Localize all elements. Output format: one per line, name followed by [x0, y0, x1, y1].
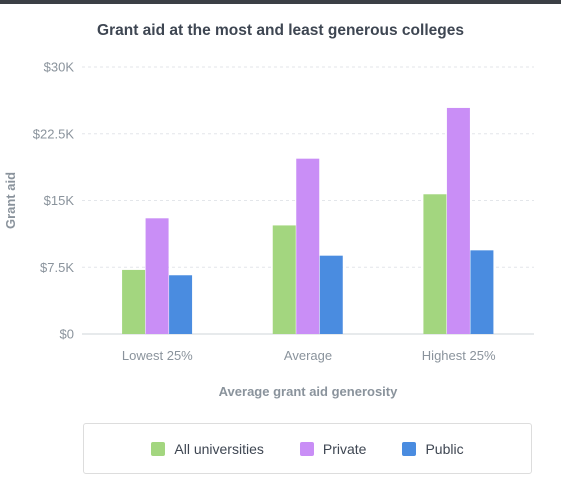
top-bar: [0, 0, 561, 4]
x-axis-title: Average grant aid generosity: [219, 384, 398, 399]
chart-legend: All universities Private Public: [83, 423, 532, 474]
legend-label: Private: [322, 440, 367, 457]
legend-label: Public: [425, 440, 464, 457]
legend-swatch: [402, 441, 417, 456]
legend-label: All universities: [174, 440, 264, 457]
legend-swatch: [299, 441, 314, 456]
y-tick-label: $22.5K: [33, 126, 75, 141]
y-tick-label: $15K: [44, 193, 75, 208]
bar-2-0: [423, 194, 447, 334]
legend-item[interactable]: Public: [402, 440, 464, 457]
x-tick-label: Lowest 25%: [122, 348, 193, 363]
y-tick-label: $7.5K: [40, 260, 74, 275]
y-tick-label: $30K: [44, 60, 75, 75]
y-tick-label: $0: [60, 327, 74, 342]
bar-0-2: [169, 275, 193, 334]
bar-1-0: [272, 225, 296, 334]
y-axis-title: Grant aid: [3, 172, 18, 229]
bar-2-2: [470, 250, 494, 334]
bar-0-0: [122, 269, 146, 334]
x-tick-label: Average: [284, 348, 332, 363]
chart-title: Grant aid at the most and least generous…: [97, 22, 464, 39]
bar-2-1: [446, 107, 470, 334]
legend-item[interactable]: Private: [299, 440, 367, 457]
legend-swatch: [151, 441, 166, 456]
bar-1-2: [319, 255, 343, 334]
bar-0-1: [145, 218, 169, 334]
x-tick-label: Highest 25%: [422, 348, 496, 363]
legend-item[interactable]: All universities: [151, 440, 264, 457]
bar-chart: $0 $7.5K $15K $22.5K $30K Lowest 25% Average Hi…: [3, 60, 534, 399]
bar-1-1: [296, 158, 320, 334]
